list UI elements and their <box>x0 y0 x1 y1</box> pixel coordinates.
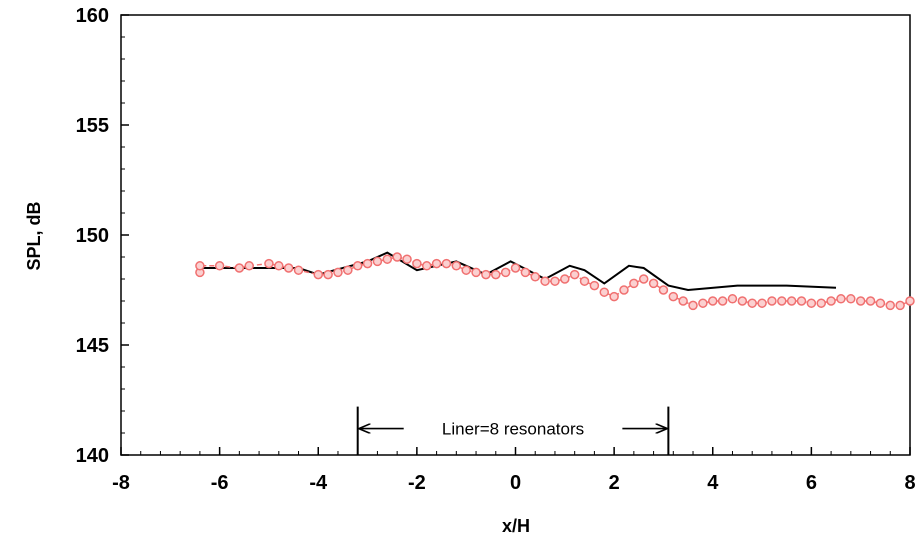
data-point <box>481 269 491 280</box>
data-point <box>500 267 511 278</box>
data-point <box>826 296 836 306</box>
data-point <box>629 278 639 289</box>
data-point <box>540 276 550 286</box>
data-point <box>836 294 846 304</box>
data-point <box>392 252 402 262</box>
data-point <box>846 294 856 304</box>
data-point <box>333 267 343 278</box>
data-point <box>668 291 679 302</box>
x-tick-label: -4 <box>309 472 328 494</box>
data-point <box>648 278 659 289</box>
tick-labels: -8 -6 -4 -2 0 2 4 6 8 140 145 150 155 160 <box>76 5 916 494</box>
data-point <box>698 298 708 308</box>
data-point <box>599 287 610 297</box>
x-tick-label: 4 <box>707 472 719 494</box>
data-point <box>530 272 540 282</box>
series-line-1 <box>199 256 911 307</box>
data-point <box>796 296 807 306</box>
data-point <box>431 258 442 269</box>
data-point <box>471 267 481 278</box>
data-point <box>708 296 718 306</box>
x-tick-label: 8 <box>904 472 915 494</box>
data-point <box>313 269 323 280</box>
y-axis-label: SPL, dB <box>24 201 44 270</box>
data-point <box>688 300 698 311</box>
data-point <box>293 265 304 275</box>
data-point <box>214 261 225 271</box>
data-point <box>777 296 787 306</box>
data-point <box>234 263 245 273</box>
data-point <box>412 258 422 269</box>
data-point <box>343 265 353 275</box>
data-point <box>352 261 363 271</box>
x-tick-label: -6 <box>211 472 229 494</box>
data-point <box>274 261 284 271</box>
x-tick-label: 0 <box>510 472 521 494</box>
x-tick-label: -2 <box>408 472 426 494</box>
y-tick-label: 155 <box>76 115 109 137</box>
data-point <box>717 296 728 306</box>
plot-frame <box>120 14 911 456</box>
x-axis-label: x/H <box>502 516 530 536</box>
data-point <box>767 296 777 306</box>
data-point <box>747 298 757 308</box>
data-point <box>757 298 767 308</box>
data-point <box>678 296 688 306</box>
data-point <box>323 269 333 280</box>
data-point <box>491 269 501 280</box>
x-tick-label: -8 <box>112 472 130 494</box>
annotation-layer: Liner=8 resonators <box>356 406 670 455</box>
data-point <box>244 261 254 271</box>
data-point <box>816 298 826 308</box>
data-point <box>451 261 462 271</box>
y-tick-label: 145 <box>76 335 109 357</box>
data-point <box>737 296 748 306</box>
data-point <box>658 285 669 295</box>
data-point <box>441 258 452 269</box>
data-point <box>372 256 383 267</box>
liner-label: Liner=8 resonators <box>442 420 584 439</box>
data-point <box>885 300 896 311</box>
data-point <box>520 267 531 278</box>
y-tick-label: 160 <box>76 5 109 27</box>
data-point <box>421 261 432 271</box>
data-point <box>638 274 649 284</box>
data-point <box>875 298 886 308</box>
data-point <box>402 254 412 264</box>
x-tick-label: 2 <box>609 472 620 494</box>
y-tick-label: 140 <box>76 445 109 467</box>
data-point <box>510 263 521 273</box>
data-point <box>550 276 560 286</box>
data-point <box>895 300 905 311</box>
data-point <box>806 298 817 308</box>
data-point <box>609 291 619 302</box>
data-point <box>786 296 797 306</box>
data-point <box>579 276 590 286</box>
data-point <box>382 254 393 264</box>
data-point <box>905 296 915 306</box>
data-point <box>569 269 580 280</box>
data-point <box>560 274 570 284</box>
axes <box>120 14 911 456</box>
data-point <box>727 294 738 304</box>
x-tick-label: 6 <box>806 472 817 494</box>
data-point <box>283 263 294 273</box>
data-point <box>865 296 876 306</box>
data-point <box>589 280 600 291</box>
data-point <box>264 258 274 269</box>
y-tick-label: 150 <box>76 225 109 247</box>
series-layer <box>195 251 915 311</box>
data-point <box>461 265 471 275</box>
data-point <box>195 261 205 271</box>
data-point <box>362 258 373 269</box>
data-point <box>855 296 866 306</box>
data-point <box>619 285 629 295</box>
